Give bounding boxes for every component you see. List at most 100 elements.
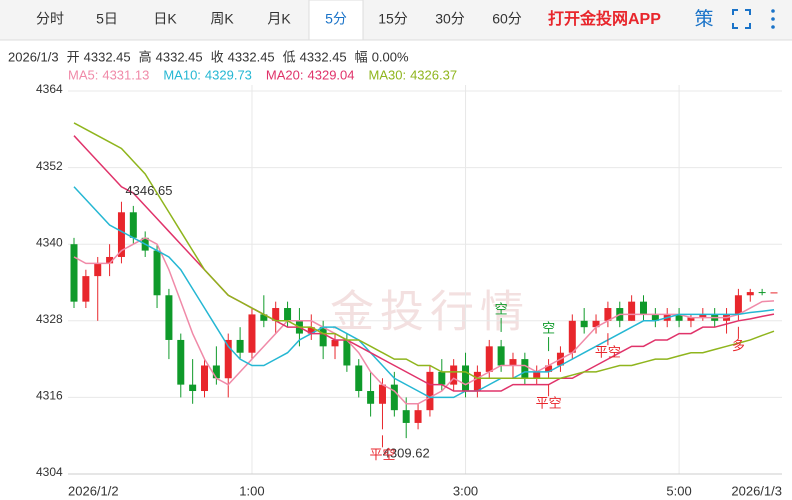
candle-body	[639, 301, 647, 315]
candle-body	[438, 371, 446, 385]
candle-body	[117, 212, 125, 257]
info-text: 0.00%	[372, 49, 409, 64]
candle-body	[473, 371, 481, 392]
signal-label: 空	[542, 321, 555, 336]
tab[interactable]: 周K	[210, 11, 234, 27]
legend-value: 4326.37	[410, 67, 457, 82]
candle-body	[260, 314, 268, 321]
candle-body	[651, 314, 659, 321]
candle-body	[70, 244, 78, 302]
candle-body	[509, 359, 517, 366]
candle-body	[402, 410, 410, 423]
legend-value: 4329.04	[308, 67, 355, 82]
legend-label: MA20:	[266, 67, 304, 82]
candle-body	[628, 301, 636, 321]
watermark: 金投行情	[330, 288, 530, 337]
active-tab-bg	[308, 0, 364, 41]
menu-icon[interactable]	[771, 9, 775, 29]
y-tick-label: 4304	[36, 465, 63, 479]
tab[interactable]: 5日	[96, 11, 118, 27]
info-text: 开	[67, 49, 80, 64]
candle-body	[189, 384, 197, 392]
candle-body	[367, 391, 375, 404]
tab[interactable]: 30分	[435, 11, 465, 27]
candle-body	[770, 292, 778, 294]
y-tick-label: 4340	[36, 235, 63, 249]
legend-value: 4331.13	[102, 67, 149, 82]
candle-body	[545, 365, 553, 372]
tab[interactable]: 日K	[153, 11, 177, 27]
info-text: 4332.45	[84, 49, 131, 64]
info-text: 4332.45	[156, 49, 203, 64]
candle-body	[106, 256, 114, 264]
legend-label: MA30:	[369, 67, 407, 82]
legend-value: 4329.73	[205, 67, 252, 82]
candle-body	[604, 308, 612, 321]
y-tick-label: 4364	[36, 82, 63, 96]
candle-body	[675, 314, 683, 321]
candle-body	[378, 384, 386, 404]
candle-body	[485, 346, 493, 372]
candle-body	[568, 320, 576, 353]
x-tick-label: 5:00	[666, 483, 691, 498]
candle-body	[497, 346, 505, 366]
candle-body	[580, 320, 588, 328]
x-tick-label: 1:00	[239, 483, 264, 498]
candle-body	[236, 339, 244, 353]
tab-bar	[0, 0, 792, 40]
y-tick-label: 4328	[36, 312, 63, 326]
candle-body	[284, 308, 292, 321]
candle-body	[355, 365, 363, 392]
candle-body	[248, 314, 256, 353]
y-tick-label: 4352	[36, 159, 63, 173]
strategy-icon[interactable]: 策	[694, 8, 713, 30]
brand-link[interactable]: 打开金投网APP	[548, 9, 661, 28]
info-text: 4332.45	[300, 49, 347, 64]
candle-body	[758, 292, 766, 294]
signal-label: 平空	[369, 447, 395, 462]
tab[interactable]: 60分	[492, 11, 522, 27]
info-text: 收	[211, 49, 224, 64]
ma-line	[73, 236, 775, 405]
candle-body	[533, 371, 541, 379]
legend-label: MA5:	[68, 67, 98, 82]
info-text: 4332.45	[228, 49, 275, 64]
candle-body	[82, 276, 90, 302]
candle-body	[699, 314, 707, 318]
tab[interactable]: 分时	[36, 11, 64, 27]
ma-line	[73, 122, 775, 379]
candle-body	[165, 295, 173, 340]
tab[interactable]: 月K	[267, 11, 291, 27]
candle-body	[343, 339, 351, 366]
tab[interactable]: 15分	[378, 11, 408, 27]
candle-body	[450, 365, 458, 385]
candle-body	[331, 339, 339, 347]
candle-body	[272, 308, 280, 321]
x-tick-label: 2026/1/2	[68, 483, 119, 498]
x-tick-label: 2026/1/3	[731, 483, 782, 498]
candle-body	[129, 212, 137, 238]
expand-icon[interactable]	[732, 9, 751, 29]
y-tick-label: 4316	[36, 389, 63, 403]
candle-body	[521, 359, 529, 379]
candle-body	[746, 292, 754, 296]
candle-body	[734, 295, 742, 315]
ma-line	[73, 135, 775, 392]
tab[interactable]: 5分	[325, 11, 347, 27]
candle-body	[687, 317, 695, 321]
info-text: 低	[283, 49, 296, 64]
info-text: 2026/1/3	[8, 49, 59, 64]
candle-body	[319, 327, 327, 347]
candle-body	[153, 250, 161, 296]
low-label: 4309.62	[383, 446, 430, 461]
legend-label: MA10:	[163, 67, 201, 82]
signal-label: 平空	[536, 396, 562, 411]
candle-body	[224, 339, 232, 379]
signal-label: 空	[495, 301, 508, 316]
candle-body	[462, 365, 470, 392]
signal-label: 平空	[595, 345, 621, 360]
candle-body	[94, 263, 102, 277]
candle-body	[592, 320, 600, 328]
candle-body	[212, 365, 220, 379]
ma-line	[73, 186, 775, 399]
